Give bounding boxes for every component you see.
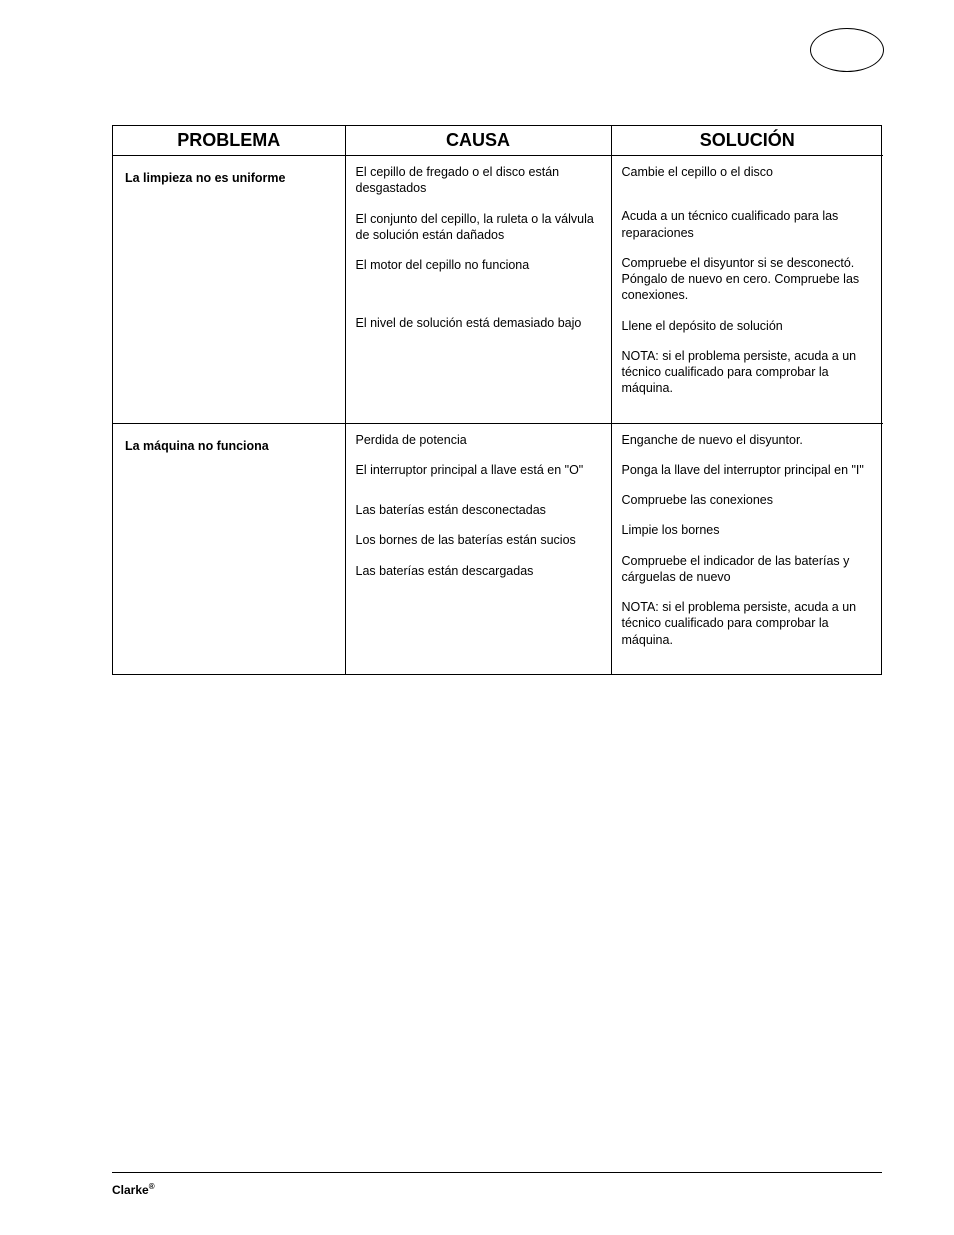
cause-text: El interruptor principal a llave está en…: [356, 462, 601, 478]
brand-reg: ®: [149, 1182, 155, 1191]
cause-text: El conjunto del cepillo, la ruleta o la …: [356, 211, 601, 244]
troubleshooting-table: PROBLEMA CAUSA SOLUCIÓN La limpieza no e…: [112, 125, 882, 675]
cause-text: El nivel de solución está demasiado bajo: [356, 315, 601, 331]
cause-cell: Perdida de potencia El interruptor princ…: [345, 423, 611, 674]
page: PROBLEMA CAUSA SOLUCIÓN La limpieza no e…: [0, 0, 954, 1235]
solution-text: Llene el depósito de solución: [622, 318, 874, 334]
solution-text: Acuda a un técnico cualificado para las …: [622, 208, 874, 241]
table-header-row: PROBLEMA CAUSA SOLUCIÓN: [113, 126, 883, 156]
footer-rule: [112, 1172, 882, 1173]
col-header-problema: PROBLEMA: [113, 126, 345, 156]
col-header-solucion: SOLUCIÓN: [611, 126, 883, 156]
solution-text: Compruebe el disyuntor si se desconectó.…: [622, 255, 874, 304]
cause-text: El motor del cepillo no funciona: [356, 257, 601, 273]
cause-text: Las baterías están desconectadas: [356, 502, 601, 518]
solution-text: Enganche de nuevo el disyuntor.: [622, 432, 874, 448]
col-header-causa: CAUSA: [345, 126, 611, 156]
table: PROBLEMA CAUSA SOLUCIÓN La limpieza no e…: [113, 126, 883, 674]
brand-name: Clarke: [112, 1183, 149, 1197]
problem-label: La limpieza no es uniforme: [125, 171, 285, 185]
solution-cell: Enganche de nuevo el disyuntor. Ponga la…: [611, 423, 883, 674]
problem-label: La máquina no funciona: [125, 439, 269, 453]
table-row: La limpieza no es uniforme El cepillo de…: [113, 156, 883, 424]
cause-text: Los bornes de las baterías están sucios: [356, 532, 601, 548]
solution-text: NOTA: si el problema persiste, acuda a u…: [622, 348, 874, 397]
cause-text: Perdida de potencia: [356, 432, 601, 448]
problem-cell: La máquina no funciona: [113, 423, 345, 674]
cause-text: El cepillo de fregado o el disco están d…: [356, 164, 601, 197]
footer-brand: Clarke®: [112, 1182, 155, 1197]
solution-cell: Cambie el cepillo o el disco Acuda a un …: [611, 156, 883, 424]
cause-text: Las baterías están descargadas: [356, 563, 601, 579]
solution-text: Compruebe las conexiones: [622, 492, 874, 508]
solution-text: Compruebe el indicador de las baterías y…: [622, 553, 874, 586]
table-row: La máquina no funciona Perdida de potenc…: [113, 423, 883, 674]
page-badge-ellipse: [810, 28, 884, 72]
solution-text: Ponga la llave del interruptor principal…: [622, 462, 874, 478]
solution-text: Limpie los bornes: [622, 522, 874, 538]
cause-cell: El cepillo de fregado o el disco están d…: [345, 156, 611, 424]
solution-text: NOTA: si el problema persiste, acuda a u…: [622, 599, 874, 648]
problem-cell: La limpieza no es uniforme: [113, 156, 345, 424]
solution-text: Cambie el cepillo o el disco: [622, 164, 874, 180]
